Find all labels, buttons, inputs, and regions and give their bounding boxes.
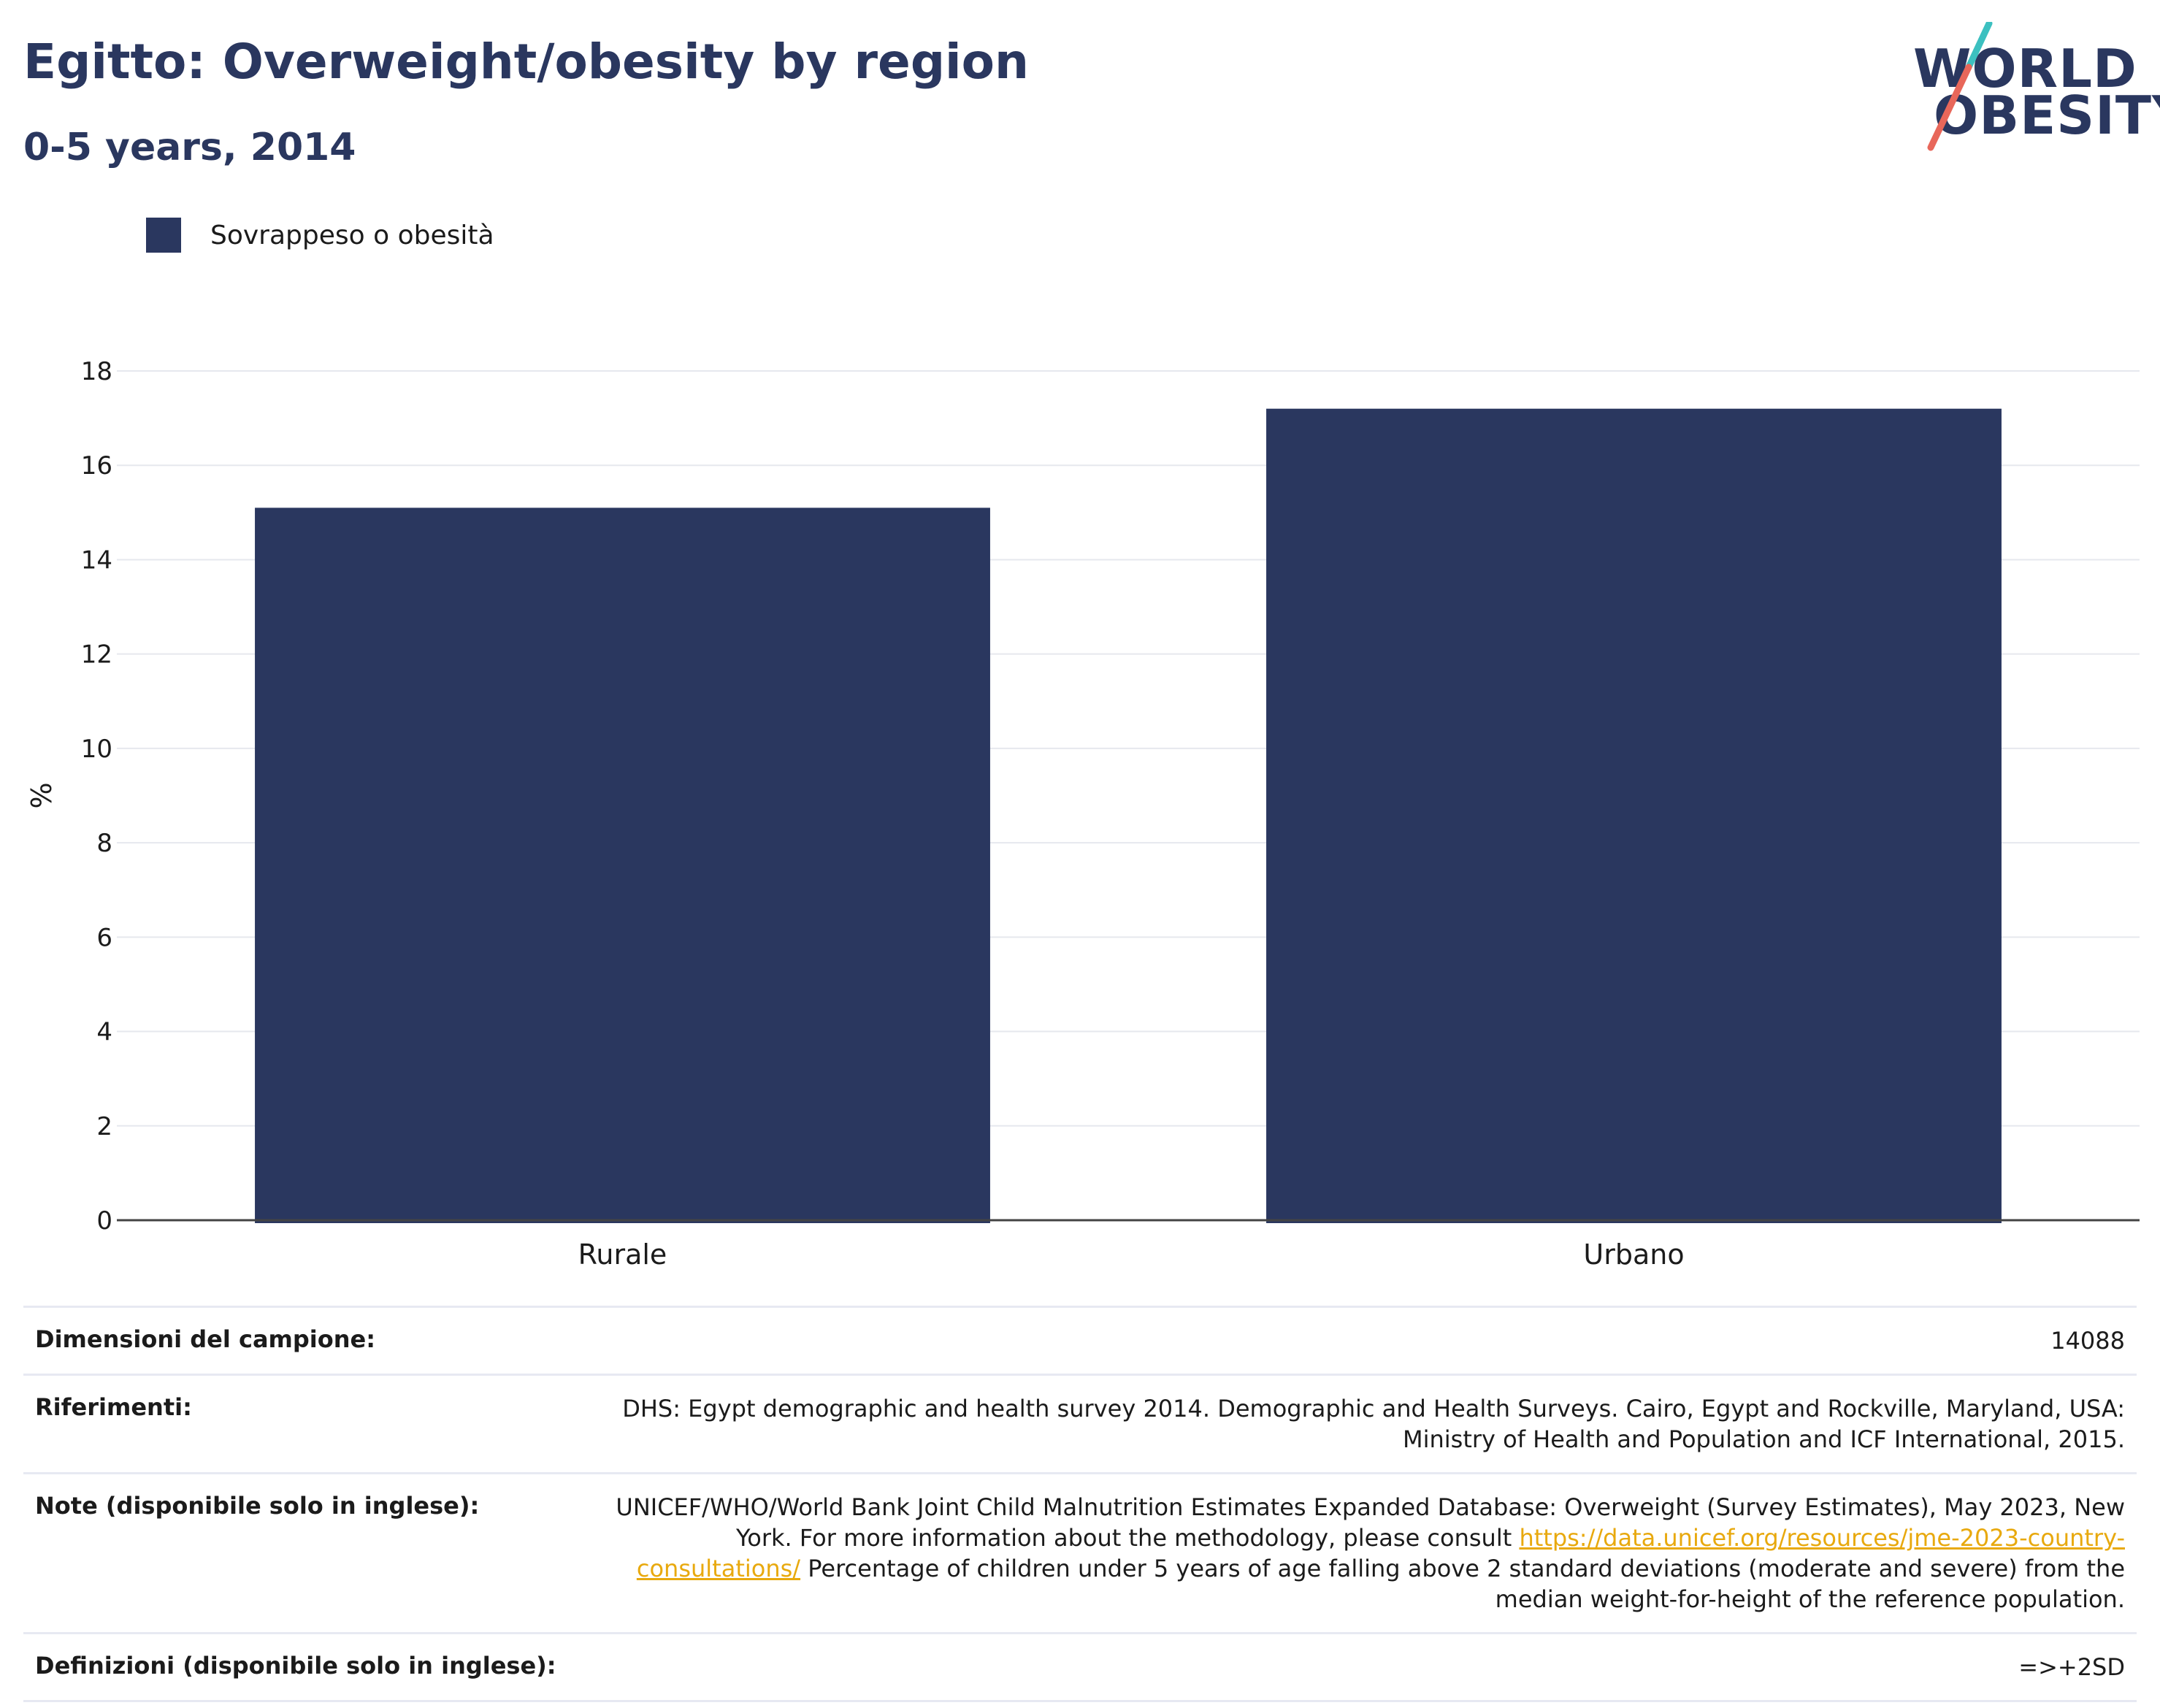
y-tick-label: 12 — [81, 640, 112, 670]
y-axis-title: % — [26, 782, 58, 808]
x-tick-label: Urbano — [1583, 1238, 1684, 1271]
y-tick-label: 10 — [81, 735, 112, 764]
notes-row: Note (disponibile solo in inglese): UNIC… — [23, 1472, 2137, 1632]
legend-swatch — [146, 218, 181, 253]
bar-rurale — [255, 508, 990, 1223]
logo-line-2: OBESITY — [1934, 85, 2160, 146]
y-tick-label: 0 — [96, 1206, 112, 1236]
references-label: Riferimenti: — [35, 1393, 192, 1421]
sample-size-value: 14088 — [2050, 1327, 2125, 1355]
metadata-table: Dimensioni del campione: 14088 Riferimen… — [23, 1306, 2137, 1702]
y-tick-label: 6 — [96, 923, 112, 952]
methodology-link[interactable]: https://data.unicef.org/resources/jme-20… — [636, 1524, 2125, 1582]
definitions-value: =>+2SD — [2018, 1653, 2125, 1681]
notes-label: Note (disponibile solo in inglese): — [35, 1492, 480, 1520]
legend-label: Sovrappeso o obesità — [210, 220, 494, 250]
y-tick-label: 2 — [96, 1112, 112, 1141]
definitions-row: Definizioni (disponibile solo in inglese… — [23, 1632, 2137, 1702]
page-subtitle: 0-5 years, 2014 — [23, 126, 356, 169]
x-tick-label: Rurale — [578, 1238, 667, 1271]
bar-urbano — [1266, 408, 2002, 1223]
notes-text-before: UNICEF/WHO/World Bank Joint Child Malnut… — [616, 1493, 2125, 1552]
page-title: Egitto: Overweight/obesity by region — [23, 34, 1030, 90]
notes-text-after: Percentage of children under 5 years of … — [800, 1555, 2125, 1613]
references-row: Riferimenti: DHS: Egypt demographic and … — [23, 1374, 2137, 1472]
y-tick-label: 14 — [81, 545, 112, 575]
bar-chart: 0 2 4 6 8 10 12 14 16 18% Rurale Urbano — [26, 357, 2140, 1271]
notes-value: UNICEF/WHO/World Bank Joint Child Malnut… — [591, 1492, 2125, 1615]
world-obesity-logo: WORLD OBESITY — [1899, 22, 2160, 153]
definitions-label: Definizioni (disponibile solo in inglese… — [35, 1652, 556, 1680]
y-tick-label: 18 — [81, 357, 112, 386]
y-tick-label: 8 — [96, 829, 112, 858]
references-value: DHS: Egypt demographic and health survey… — [622, 1395, 2125, 1453]
logo-slash-icon — [1927, 22, 1993, 151]
logo-line-1: WORLD — [1913, 38, 2137, 99]
sample-size-row: Dimensioni del campione: 14088 — [23, 1306, 2137, 1374]
sample-size-label: Dimensioni del campione: — [35, 1325, 376, 1353]
chart-legend: Sovrappeso o obesità — [146, 217, 494, 253]
y-tick-label: 16 — [81, 451, 112, 480]
y-tick-label: 4 — [96, 1018, 112, 1047]
